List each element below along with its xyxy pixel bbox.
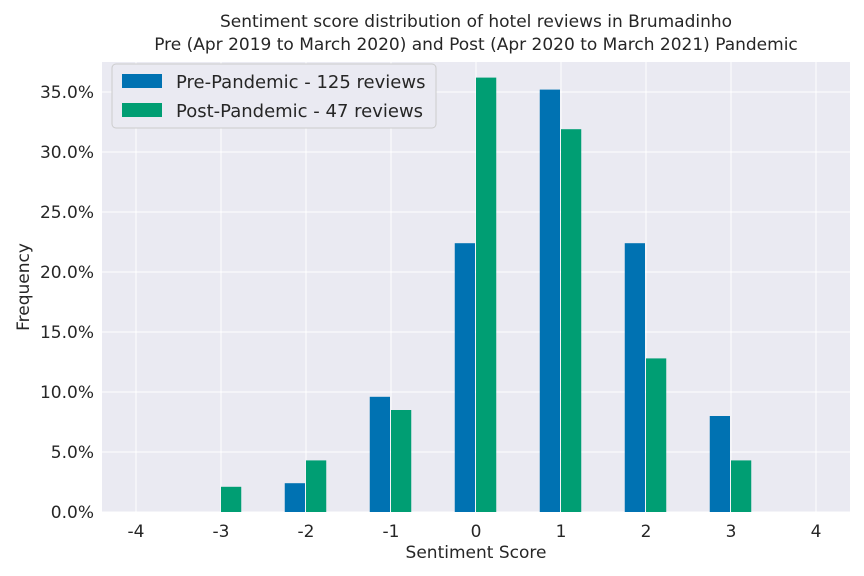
legend-label-pre: Pre-Pandemic - 125 reviews <box>176 72 425 93</box>
bar-post-pandemic <box>561 129 582 512</box>
bar-post-pandemic <box>476 77 497 512</box>
x-tick-label: 1 <box>556 522 567 542</box>
y-tick-label: 20.0% <box>40 263 94 283</box>
x-axis-ticks: -4 -3 -2 -1 0 1 2 3 4 <box>128 522 822 542</box>
bar-pre-pandemic <box>539 89 560 512</box>
y-tick-label: 0.0% <box>51 503 94 523</box>
x-tick-label: 3 <box>726 522 737 542</box>
legend-box <box>111 63 437 129</box>
y-axis-label: Frequency <box>14 243 34 331</box>
legend: Pre-Pandemic - 125 reviews Post-Pandemic… <box>111 63 437 129</box>
chart-title: Sentiment score distribution of hotel re… <box>220 12 732 32</box>
y-axis-ticks: 0.0% 5.0% 10.0% 15.0% 20.0% 25.0% 30.0% 35.0% <box>40 83 94 523</box>
x-tick-label: 2 <box>641 522 652 542</box>
legend-swatch-pre <box>122 74 162 88</box>
bar-pre-pandemic <box>709 416 730 512</box>
y-tick-label: 30.0% <box>40 143 94 163</box>
bar-pre-pandemic <box>369 396 390 512</box>
y-tick-label: 25.0% <box>40 203 94 223</box>
bar-post-pandemic <box>221 486 242 512</box>
x-tick-label: 4 <box>811 522 822 542</box>
bar-pre-pandemic <box>454 243 475 512</box>
x-tick-label: -4 <box>128 522 145 542</box>
x-tick-label: -1 <box>383 522 400 542</box>
x-tick-label: -3 <box>213 522 230 542</box>
legend-swatch-post <box>122 103 162 117</box>
bar-post-pandemic <box>731 460 752 512</box>
bar-post-pandemic <box>391 410 412 512</box>
bar-post-pandemic <box>646 358 667 512</box>
legend-label-post: Post-Pandemic - 47 reviews <box>176 101 423 122</box>
x-axis-label: Sentiment Score <box>406 543 547 563</box>
bars <box>221 77 752 512</box>
x-tick-label: -2 <box>298 522 315 542</box>
y-tick-label: 10.0% <box>40 383 94 403</box>
bar-pre-pandemic <box>624 243 645 512</box>
y-tick-label: 15.0% <box>40 323 94 343</box>
y-tick-label: 5.0% <box>51 443 94 463</box>
chart-subtitle: Pre (Apr 2019 to March 2020) and Post (A… <box>154 35 798 55</box>
y-tick-label: 35.0% <box>40 83 94 103</box>
bar-pre-pandemic <box>284 483 305 512</box>
x-tick-label: 0 <box>471 522 482 542</box>
bar-post-pandemic <box>306 460 327 512</box>
